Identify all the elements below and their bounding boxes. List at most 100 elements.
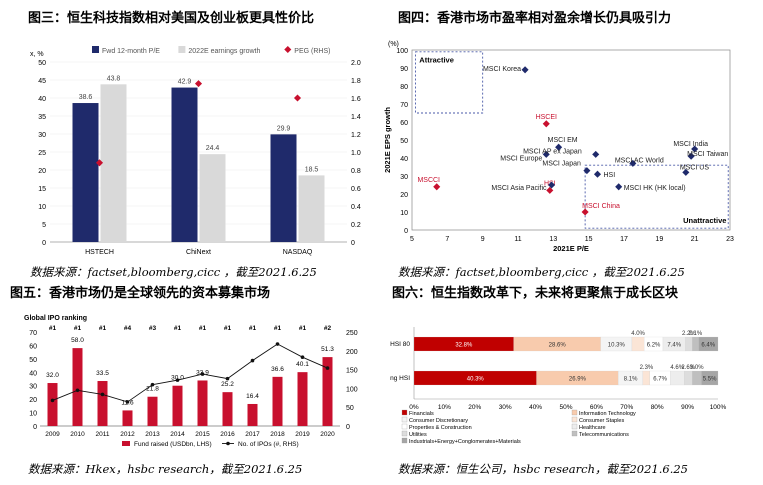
- fig4-attractive-zone: [415, 51, 484, 114]
- fig4-unattractive-label: Unattractive: [683, 216, 726, 225]
- fig4-point-label: MSCI Asia Pacific: [491, 185, 547, 192]
- fig5-ipo-point: [275, 342, 280, 346]
- fig5-bar-label-bg: [267, 363, 288, 373]
- fig5-bar-label-bg: [242, 390, 263, 400]
- fig6-legend-label: Consumer Discretionary: [409, 418, 468, 424]
- fig5-legend-swatch: [122, 441, 130, 446]
- fig3-bar-label: 29.9: [277, 125, 291, 132]
- fig3-peg-point: [95, 159, 104, 167]
- fig3-legend-swatch: [178, 46, 186, 53]
- fig4-ylabel: 2021E EPS growth: [383, 107, 392, 173]
- fig5-bar-label: 36.6: [271, 366, 284, 373]
- fig6-xtick: 40%: [529, 404, 542, 411]
- fig5-bar: [122, 410, 133, 426]
- fig5-bar-label-bg: [142, 383, 163, 393]
- fig6-segment-label: 6.7%: [653, 377, 667, 383]
- fig6-legend-label: Industrials+Energy+Conglomerates+Materia…: [409, 439, 521, 445]
- fig5-title: 图五：香港市场仍是全球领先的资本募集市场: [10, 286, 271, 301]
- fig3-category-label: NASDAQ: [283, 249, 313, 256]
- fig3-bar-growth: [100, 84, 127, 242]
- fig5-year-label: 2019: [295, 431, 310, 438]
- fig5-chart-title: Global IPO ranking: [24, 315, 87, 322]
- fig6-segment: [692, 370, 702, 386]
- fig3-peg-point: [194, 80, 203, 88]
- fig4-point: [433, 183, 441, 191]
- fig4-source: 数据来源：factset,bloomberg,cicc ，截至2021.6.25: [398, 265, 685, 279]
- fig4-point-label: MSCI EM: [548, 137, 578, 144]
- fig6-segment-label: 28.6%: [549, 343, 567, 349]
- fig5-year-label: 2015: [195, 431, 210, 438]
- fig4-xtick: 15: [585, 236, 593, 243]
- fig4-xtick: 7: [445, 236, 449, 243]
- fig5-bar: [97, 381, 108, 426]
- fig4-ytick: 100: [396, 48, 408, 55]
- fig3-legend-label: Fwd 12-month P/E: [102, 48, 160, 55]
- fig5-chart: Global IPO ranking 0 10 20 30 40 50 60 70 0 50 100 1…: [22, 312, 377, 462]
- fig4-xtick: 17: [620, 236, 628, 243]
- fig5-legend-label: No. of IPOs (#, RHS): [238, 441, 299, 448]
- fig5-y2tick: 200: [346, 349, 358, 356]
- fig6-source: 数据来源：恒生公司，hsbc research，截至2021.6.25: [398, 462, 689, 476]
- fig6-xtick: 10%: [438, 404, 451, 411]
- fig4-point: [629, 159, 637, 167]
- fig5-year-label: 2011: [96, 431, 110, 438]
- fig5-y2tick: 150: [346, 368, 358, 375]
- fig6-legend-swatch: [401, 409, 408, 416]
- fig6-xtick: 0%: [409, 404, 419, 411]
- fig4-xtick: 5: [410, 236, 414, 243]
- fig4-point-label: MSCI AC World: [615, 157, 664, 164]
- fig6-xtick: 60%: [590, 404, 603, 411]
- fig5-bar: [47, 383, 58, 426]
- fig6-legend-swatch: [571, 430, 578, 437]
- fig6-segment-label: 2.1%: [689, 331, 703, 337]
- fig6-legend-swatch: [571, 416, 578, 423]
- fig3-bar-label: 24.4: [206, 145, 220, 152]
- fig5-rank-label: #1: [224, 325, 232, 332]
- fig6-segment-label: 6.4%: [701, 343, 715, 349]
- fig5-bar-label-bg: [167, 372, 188, 382]
- fig5-rank-label: #1: [49, 325, 57, 332]
- fig6-segment-label: 3.0%: [690, 365, 704, 371]
- fig5-bar-label: 40.1: [296, 361, 309, 368]
- fig5-year-label: 2016: [220, 431, 235, 438]
- fig5-ipo-point: [250, 358, 255, 363]
- fig3-source: 数据来源：factset,bloomberg,cicc ，截至2021.6.25: [30, 265, 317, 279]
- fig6-legend-swatch: [401, 437, 408, 444]
- fig4-xlabel: 2021E P/E: [553, 244, 589, 253]
- fig5-ytick: 10: [29, 411, 37, 418]
- fig6-legend-label: Properties & Construction: [409, 425, 472, 431]
- fig6-segment-label: 4.0%: [631, 331, 645, 337]
- fig6-segment: [692, 336, 699, 352]
- fig5-rank-label: #1: [274, 325, 282, 332]
- fig4-xtick: 9: [481, 236, 485, 243]
- fig3-ytick: 50: [38, 60, 46, 67]
- fig5-ytick: 30: [29, 384, 37, 391]
- fig5-ytick: 40: [29, 370, 37, 377]
- fig4-xtick: 21: [691, 236, 699, 243]
- fig5-year-label: 2018: [270, 431, 285, 438]
- fig6-title: 图六：恒生指数改革下，未来将更聚焦于成长区块: [392, 286, 679, 301]
- fig5-bar: [247, 403, 258, 426]
- fig6-segment-label: 2.2%: [682, 331, 696, 337]
- fig6-legend-swatch: [571, 423, 578, 430]
- fig5-year-label: 2020: [320, 431, 335, 438]
- fig6-legend-swatch: [571, 409, 578, 416]
- fig3-bar-pe: [171, 87, 198, 242]
- fig6-segment: [684, 370, 693, 386]
- fig5-bar-label-bg: [42, 370, 63, 380]
- fig5-year-label: 2010: [70, 431, 85, 438]
- fig4-xtick: 23: [726, 236, 734, 243]
- fig4-point-label: MSCCI: [417, 177, 440, 184]
- fig6-legend-label: Consumer Staples: [579, 418, 624, 424]
- fig4-chart: (%) 0 10 20 30 40 50 60 70 80 90 100 5 7 9 11 13 15 17 19 21…: [380, 32, 763, 264]
- fig5-ipo-point: [75, 388, 80, 393]
- fig5-bar-label: 25.2: [221, 381, 234, 388]
- fig6-legend-swatch: [401, 430, 408, 437]
- fig3-bar-label: 18.5: [305, 166, 319, 173]
- fig4-point: [583, 167, 591, 175]
- fig6-category-label: Existing HSI: [390, 375, 410, 382]
- fig5-y2tick: 100: [346, 386, 358, 393]
- fig3-ytick: 25: [38, 150, 46, 157]
- fig5-year-label: 2014: [170, 431, 185, 438]
- fig5-bar-label: 30.0: [171, 375, 184, 382]
